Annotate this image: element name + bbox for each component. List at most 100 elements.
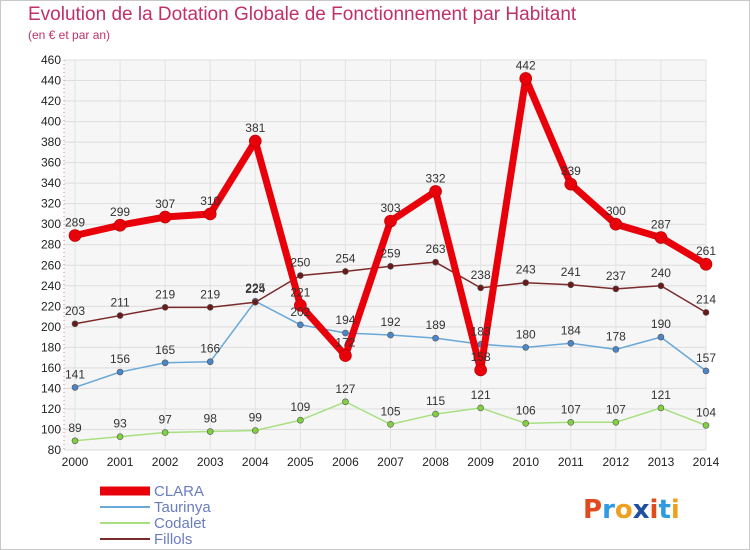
data-label-fillols: 219: [200, 287, 220, 301]
x-tick-label: 2011: [558, 455, 584, 469]
data-label-clara: 299: [110, 205, 130, 219]
data-point-codalet: [161, 429, 169, 436]
y-tick-label: 380: [41, 135, 61, 149]
data-label-clara: 307: [155, 197, 175, 211]
data-label-taurinya: 178: [606, 329, 626, 343]
data-label-clara: 300: [606, 204, 626, 218]
data-point-codalet: [432, 410, 439, 418]
data-point-taurinya: [161, 359, 169, 367]
x-tick-label: 2007: [377, 455, 404, 469]
data-point-codalet: [387, 421, 394, 428]
data-label-codalet: 99: [249, 411, 263, 425]
data-label-codalet: 93: [113, 417, 127, 431]
data-label-taurinya: 166: [200, 342, 220, 356]
data-point-codalet: [612, 418, 620, 426]
data-point-codalet: [71, 437, 79, 445]
data-point-fillols: [567, 281, 575, 289]
data-point-clara: [158, 210, 172, 224]
data-point-taurinya: [567, 339, 575, 347]
logo-letter: P: [583, 495, 602, 525]
data-point-taurinya: [71, 384, 79, 391]
data-point-taurinya: [116, 368, 124, 376]
data-label-clara: 332: [426, 171, 446, 185]
data-label-fillols: 254: [335, 251, 355, 265]
data-label-taurinya: 190: [651, 317, 671, 331]
y-tick-label: 400: [41, 115, 61, 129]
x-tick-label: 2014: [693, 455, 720, 469]
data-point-taurinya: [387, 331, 394, 339]
data-point-taurinya: [612, 346, 620, 353]
data-point-fillols: [342, 268, 349, 275]
data-point-fillols: [522, 279, 530, 287]
data-point-clara: [113, 218, 127, 232]
logo-letter: o: [615, 495, 633, 525]
x-tick-label: 2005: [287, 455, 314, 469]
data-label-clara: 287: [651, 218, 671, 232]
data-label-codalet: 104: [696, 405, 716, 419]
y-tick-label: 100: [41, 422, 61, 436]
data-label-fillols: 243: [516, 263, 536, 277]
data-point-taurinya: [432, 334, 439, 342]
proxiti-logo: Proxiti: [583, 495, 680, 525]
legend-entry-codalet: Codalet: [154, 515, 207, 532]
data-point-clara: [474, 363, 487, 377]
logo-letter: x: [633, 495, 650, 525]
data-point-fillols: [387, 262, 394, 270]
y-tick-label: 460: [41, 53, 61, 67]
data-point-fillols: [657, 282, 665, 290]
data-label-codalet: 98: [204, 412, 218, 426]
data-label-codalet: 97: [158, 413, 172, 427]
data-label-codalet: 107: [606, 402, 626, 416]
data-label-clara: 172: [335, 336, 355, 350]
data-label-codalet: 107: [561, 402, 581, 416]
data-label-codalet: 127: [335, 382, 355, 396]
data-point-fillols: [612, 285, 620, 293]
legend-entry-clara: CLARA: [154, 483, 204, 500]
y-tick-label: 200: [41, 320, 61, 334]
data-point-fillols: [477, 284, 484, 292]
data-point-clara: [609, 217, 623, 231]
x-tick-label: 2012: [603, 455, 630, 469]
data-point-clara: [248, 134, 262, 148]
data-label-taurinya: 165: [155, 343, 175, 357]
x-tick-label: 2013: [648, 455, 675, 469]
x-tick-label: 2000: [62, 455, 89, 469]
data-point-clara: [294, 298, 307, 312]
data-label-codalet: 121: [471, 388, 491, 402]
data-label-codalet: 115: [426, 394, 445, 408]
data-point-taurinya: [657, 333, 665, 341]
data-label-codalet: 105: [380, 404, 400, 418]
data-label-taurinya: 183: [471, 324, 491, 338]
data-point-taurinya: [522, 344, 530, 351]
data-label-fillols: 214: [696, 292, 716, 306]
data-point-fillols: [251, 298, 259, 306]
data-point-clara: [654, 231, 668, 244]
y-tick-label: 340: [41, 176, 61, 190]
data-point-codalet: [297, 416, 304, 424]
y-tick-label: 80: [48, 443, 62, 457]
data-point-fillols: [206, 304, 214, 311]
data-label-fillols: 238: [471, 268, 491, 282]
data-point-clara: [68, 229, 82, 242]
data-label-taurinya: 156: [110, 352, 130, 366]
x-tick-label: 2008: [422, 455, 449, 469]
logo-letter: i: [671, 495, 680, 525]
data-point-clara: [564, 177, 578, 191]
data-label-fillols: 263: [426, 242, 446, 256]
x-tick-label: 2004: [242, 455, 269, 469]
chart-title: Evolution de la Dotation Globale de Fonc…: [28, 4, 577, 25]
data-point-taurinya: [297, 321, 304, 329]
data-point-clara: [384, 214, 397, 228]
data-point-clara: [339, 349, 352, 362]
y-tick-label: 260: [41, 258, 61, 272]
data-point-codalet: [116, 433, 124, 440]
data-label-taurinya: 194: [335, 313, 355, 327]
data-point-codalet: [342, 398, 349, 406]
y-tick-label: 240: [41, 279, 61, 293]
data-label-fillols: 203: [65, 304, 85, 318]
plot-area: [64, 60, 706, 450]
data-label-taurinya: 141: [65, 367, 85, 381]
data-label-codalet: 106: [516, 403, 536, 417]
data-label-codalet: 89: [68, 421, 82, 435]
